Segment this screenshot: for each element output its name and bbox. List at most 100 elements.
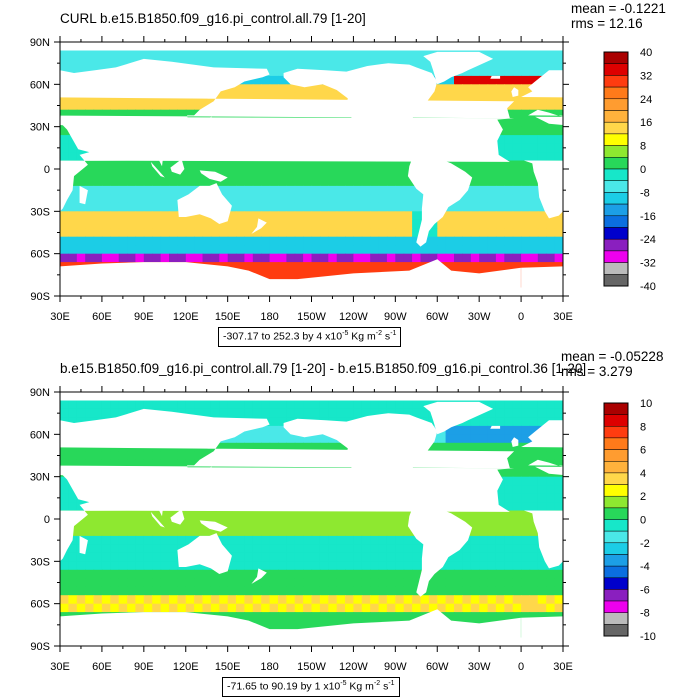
ocean-cell (185, 459, 195, 469)
ocean-cell (76, 561, 86, 571)
ocean-cell (319, 236, 329, 246)
ocean-cell (504, 219, 514, 229)
ocean-cell (445, 561, 455, 571)
ocean-cell (361, 194, 371, 204)
ocean-cell (412, 202, 422, 212)
ocean-cell (294, 527, 304, 537)
ocean-cell (311, 408, 321, 418)
ocean-cell (546, 135, 556, 145)
ocean-cell (537, 211, 547, 221)
ocean-cell (504, 228, 514, 238)
ocean-cell (529, 143, 539, 153)
ocean-cell (462, 510, 472, 520)
ocean-cell (311, 561, 321, 571)
ocean-cell (135, 219, 145, 229)
ocean-cell (554, 245, 564, 255)
ocean-cell (319, 595, 329, 605)
ocean-cell (219, 442, 229, 452)
ocean-cell (68, 561, 78, 571)
info-units-exp-s: -1 (390, 330, 397, 337)
ocean-cell (504, 75, 514, 85)
ocean-cell (252, 544, 262, 554)
landmass (20, 466, 515, 569)
ocean-cell (60, 502, 69, 512)
ocean-cell (395, 552, 405, 562)
ocean-cell (512, 459, 522, 469)
ocean-cell (278, 519, 287, 529)
ocean-cell (85, 202, 95, 212)
ocean-cell (110, 194, 120, 204)
colorbar-label: 32 (640, 70, 652, 82)
ocean-cell (286, 202, 296, 212)
ocean-cell (286, 245, 296, 255)
ocean-cell (554, 595, 564, 605)
ocean-cell (261, 219, 271, 229)
colorbar-swatch (603, 426, 629, 439)
ocean-cell (169, 561, 178, 571)
ocean-cell (93, 50, 103, 60)
ocean-cell (303, 270, 313, 280)
ocean-cell (521, 58, 531, 68)
ocean-cell (395, 185, 405, 195)
ocean-cell (185, 569, 195, 579)
ocean-cell (361, 177, 371, 187)
ocean-cell (244, 527, 254, 537)
ocean-cell (244, 442, 254, 452)
lon-label: 30E (50, 311, 70, 323)
ocean-cell (361, 219, 371, 229)
ocean-cell (185, 527, 195, 537)
ocean-cell (529, 535, 539, 545)
ocean-cell (219, 519, 229, 529)
ocean-cell (177, 451, 187, 461)
ocean-cell (462, 569, 472, 579)
landmass (490, 75, 501, 79)
ocean-cell (110, 177, 120, 187)
ocean-cell (554, 152, 564, 162)
ocean-cell (294, 253, 304, 263)
ocean-cell (328, 84, 338, 94)
ocean-cell (219, 185, 229, 195)
ocean-cell (76, 459, 86, 469)
ocean-cell (378, 535, 388, 545)
ocean-cell (412, 185, 422, 195)
ocean-cell (378, 544, 388, 554)
ocean-cell (521, 202, 531, 212)
ocean-cell (403, 262, 413, 272)
ocean-cell (236, 561, 245, 571)
ocean-cell (512, 476, 522, 486)
ocean-cell (252, 84, 262, 94)
ocean-cell (294, 211, 304, 221)
ocean-cell (554, 408, 564, 418)
ocean-cell (495, 67, 505, 77)
ocean-cell (210, 228, 220, 238)
landmass (653, 161, 668, 178)
ocean-cell (252, 561, 262, 571)
ocean-cell (403, 228, 413, 238)
ocean-cell (210, 569, 220, 579)
ocean-cell (286, 603, 296, 613)
ocean-cell (269, 527, 279, 537)
ocean-cell (479, 84, 489, 94)
ocean-cell (177, 400, 187, 410)
ocean-cell (412, 552, 422, 562)
lon-label: 30W (468, 661, 491, 673)
ocean-cell (504, 476, 514, 486)
ocean-cell (378, 510, 388, 520)
ocean-cell (403, 185, 413, 195)
ocean-cell (336, 177, 346, 187)
ocean-cell (328, 194, 338, 204)
ocean-cell (361, 408, 371, 418)
ocean-cell (210, 400, 220, 410)
ocean-cell (487, 262, 497, 272)
ocean-cell (361, 569, 371, 579)
ocean-cell (487, 408, 497, 418)
ocean-cell (345, 578, 354, 588)
ocean-cell (278, 535, 287, 545)
ocean-cell (202, 236, 212, 246)
colorbar-swatch (603, 227, 629, 240)
ocean-cell (529, 425, 539, 435)
ocean-cell (127, 160, 137, 170)
ocean-cell (328, 408, 338, 418)
ocean-cell (286, 211, 296, 221)
ocean-cell (101, 544, 111, 554)
